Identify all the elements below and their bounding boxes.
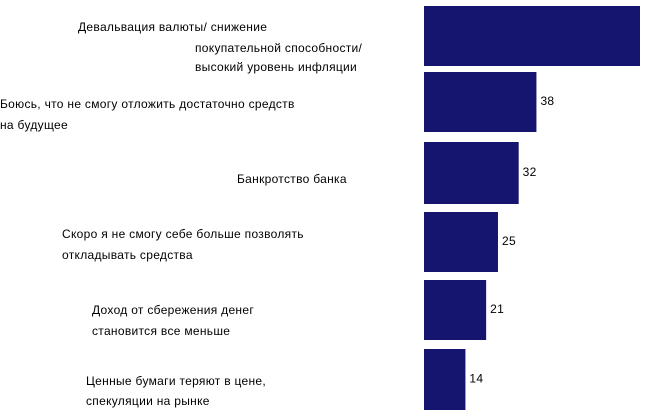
category-label: покупательной способности/ bbox=[195, 41, 363, 55]
category-label: Скоро я не смогу себе больше позволять bbox=[62, 227, 304, 241]
bar bbox=[424, 72, 537, 132]
category-label: Ценные бумаги теряют в цене, bbox=[86, 374, 266, 388]
category-label: откладывать средства bbox=[62, 248, 193, 262]
category-label: на будущее bbox=[0, 118, 68, 132]
category-label: становится все меньше bbox=[92, 324, 230, 338]
bar bbox=[424, 280, 487, 340]
bar bbox=[424, 212, 498, 272]
value-label: 21 bbox=[490, 302, 504, 316]
category-label: Банкротство банка bbox=[237, 172, 347, 186]
category-label: высокий уровень инфляции bbox=[195, 60, 357, 74]
bar bbox=[424, 142, 519, 204]
bar bbox=[424, 349, 466, 410]
category-label: Боюсь, что не смогу отложить достаточно … bbox=[0, 97, 295, 111]
value-label: 14 bbox=[469, 372, 483, 386]
category-label: Девальвация валюты/ снижение bbox=[78, 20, 267, 34]
category-label: спекуляции на рынке bbox=[86, 394, 210, 408]
category-label: Доход от сбережения денег bbox=[92, 303, 254, 317]
value-label: 38 bbox=[540, 94, 554, 108]
value-label: 32 bbox=[523, 165, 537, 179]
bar bbox=[424, 6, 640, 66]
value-label: 25 bbox=[502, 234, 516, 248]
